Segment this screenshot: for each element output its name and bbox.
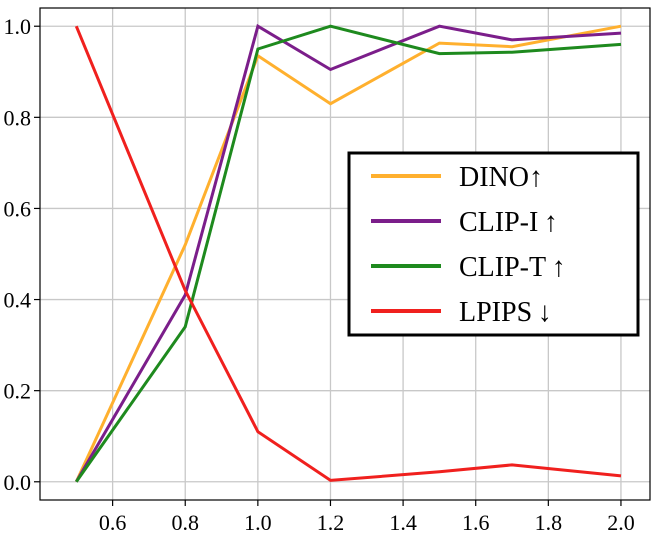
legend-label: DINO↑: [459, 162, 543, 193]
x-axis-ticks: 0.6 0.8 1.0 1.2 1.4 1.6 1.8 2.0: [99, 500, 635, 535]
y-tick-label: 1.0: [4, 14, 32, 39]
series-layer: [74, 23, 622, 483]
y-tick-label: 0.8: [4, 105, 32, 130]
x-tick-label: 0.8: [171, 510, 199, 535]
y-tick-label: 0.0: [4, 470, 32, 495]
series-line-2: [75, 24, 622, 483]
y-tick-label: 0.2: [4, 379, 32, 404]
y-axis-ticks: 0.0 0.2 0.4 0.6 0.8 1.0: [4, 14, 40, 495]
legend: DINO↑ CLIP-I ↑ CLIP-T ↑ LPIPS ↓: [347, 151, 640, 337]
x-tick-label: 1.0: [244, 510, 272, 535]
x-tick-label: 1.8: [535, 510, 563, 535]
series-line-3: [74, 25, 622, 482]
legend-box: [347, 151, 640, 337]
legend-label: CLIP-I ↑: [459, 207, 558, 238]
legend-label: CLIP-T ↑: [459, 252, 566, 283]
x-tick-label: 2.0: [607, 510, 635, 535]
series-line-0: [74, 24, 622, 483]
x-tick-label: 1.2: [317, 510, 345, 535]
y-tick-label: 0.4: [4, 288, 32, 313]
x-tick-label: 0.6: [99, 510, 127, 535]
y-tick-label: 0.6: [4, 196, 32, 221]
x-tick-label: 1.4: [389, 510, 417, 535]
x-tick-label: 1.6: [462, 510, 490, 535]
series-line-1: [75, 23, 622, 483]
legend-label: LPIPS ↓: [459, 297, 552, 328]
plot-frame: [39, 7, 651, 501]
